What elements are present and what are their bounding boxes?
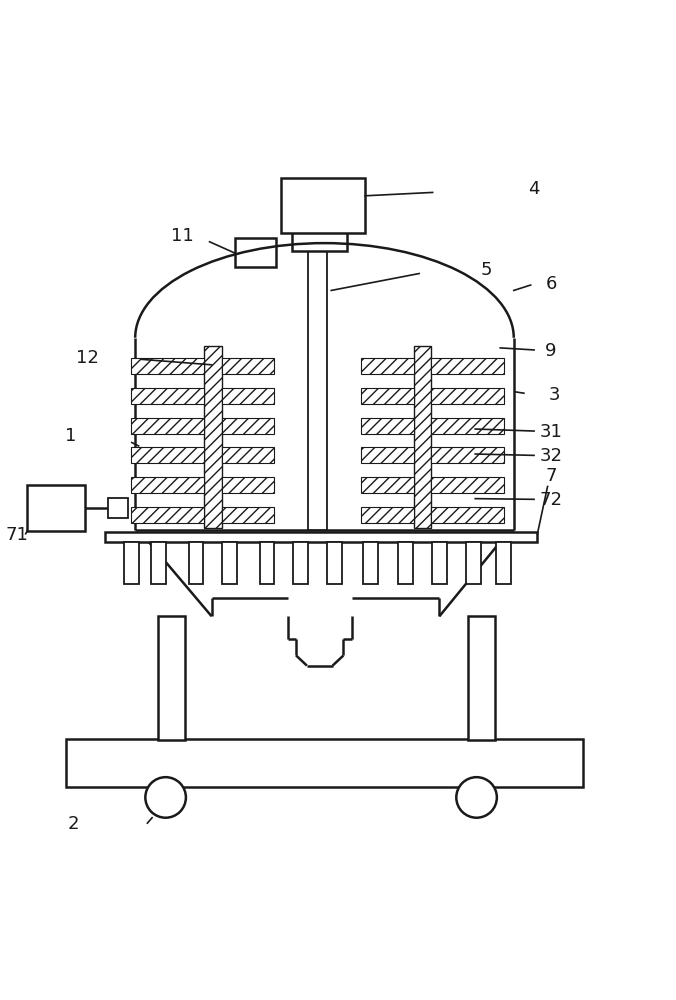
- Bar: [108, 498, 128, 518]
- Bar: [281, 178, 365, 233]
- Bar: [222, 418, 274, 434]
- Bar: [361, 358, 414, 374]
- Text: 9: 9: [545, 342, 557, 360]
- Bar: [189, 542, 203, 584]
- Bar: [222, 388, 274, 404]
- Text: 72: 72: [539, 491, 562, 509]
- Bar: [496, 542, 511, 584]
- Bar: [431, 358, 504, 374]
- Text: 31: 31: [539, 423, 562, 441]
- Bar: [431, 388, 504, 404]
- Text: 4: 4: [528, 180, 540, 198]
- Bar: [292, 232, 347, 251]
- Bar: [131, 358, 204, 374]
- Text: 6: 6: [546, 275, 556, 293]
- Text: 7: 7: [545, 467, 557, 485]
- Bar: [131, 388, 204, 404]
- Bar: [131, 507, 204, 523]
- Bar: [361, 447, 414, 463]
- Bar: [222, 447, 274, 463]
- Text: 3: 3: [548, 386, 560, 404]
- Bar: [222, 358, 274, 374]
- Text: 32: 32: [539, 447, 562, 465]
- Bar: [466, 542, 481, 584]
- Bar: [361, 507, 414, 523]
- Bar: [308, 246, 327, 530]
- Bar: [260, 542, 274, 584]
- Bar: [66, 739, 583, 787]
- Circle shape: [456, 777, 497, 818]
- Text: 2: 2: [67, 815, 79, 833]
- Bar: [105, 532, 537, 542]
- Bar: [131, 418, 204, 434]
- Bar: [293, 542, 308, 584]
- Bar: [27, 485, 84, 531]
- Bar: [431, 418, 504, 434]
- Bar: [151, 542, 166, 584]
- Bar: [361, 418, 414, 434]
- Bar: [222, 542, 237, 584]
- Bar: [327, 542, 342, 584]
- Text: 71: 71: [5, 526, 28, 544]
- Bar: [431, 477, 504, 493]
- Text: 12: 12: [76, 349, 99, 367]
- Text: 11: 11: [171, 227, 194, 245]
- Bar: [131, 477, 204, 493]
- Bar: [431, 447, 504, 463]
- Bar: [222, 477, 274, 493]
- Bar: [414, 346, 431, 528]
- Bar: [363, 542, 378, 584]
- Bar: [431, 507, 504, 523]
- Bar: [398, 542, 413, 584]
- Bar: [204, 346, 222, 528]
- Text: 1: 1: [66, 427, 76, 445]
- Bar: [222, 507, 274, 523]
- Bar: [361, 477, 414, 493]
- Bar: [432, 542, 447, 584]
- Bar: [235, 238, 276, 267]
- Circle shape: [145, 777, 186, 818]
- Bar: [468, 616, 495, 740]
- Bar: [131, 447, 204, 463]
- Bar: [124, 542, 139, 584]
- Text: 5: 5: [481, 261, 493, 279]
- Bar: [158, 616, 185, 740]
- Bar: [361, 388, 414, 404]
